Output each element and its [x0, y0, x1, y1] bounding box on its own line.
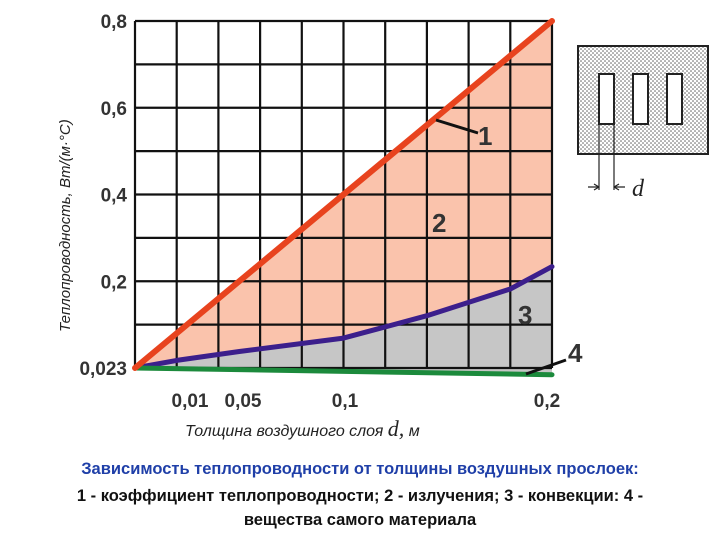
region-label-2: 2: [432, 208, 446, 238]
inset-air-layer: [632, 73, 649, 125]
caption-title: Зависимость теплопроводности от толщины …: [81, 460, 639, 478]
curve-3-convection: [132, 264, 555, 371]
y-tick-label: 0,4: [101, 186, 128, 207]
y-tick-label: 0,8: [101, 12, 127, 33]
curve-4-material: [132, 365, 555, 378]
x-tick-label: 0,2: [534, 391, 560, 412]
curve-1-total-conductivity: [132, 18, 555, 371]
y-axis-label: Теплопроводность, Вт/(м·°С): [57, 119, 74, 332]
y-tick-label: 0,6: [101, 99, 127, 120]
inset-air-layer: [666, 73, 683, 125]
inset-dimension-arrow: [588, 183, 600, 191]
caption-line-1: 1 - коэффициент теплопроводности; 2 - из…: [76, 487, 644, 505]
region-label-1: 1: [478, 121, 492, 151]
air-layer-inset: d: [577, 45, 709, 202]
x-tick-label: 0,05: [225, 391, 262, 412]
region-label-3: 3: [518, 300, 532, 330]
x-tick-label: 0,01: [172, 391, 209, 412]
region-3-fill: [135, 266, 552, 375]
thermal-conductivity-chart: 0,023 0,2 0,4 0,6 0,8 0,01 0,05 0,1 0,2 Теплопро…: [57, 12, 709, 441]
x-axis-label: Толщина воздушного слоя d, м: [185, 416, 420, 441]
y-tick-label: 0,2: [101, 272, 127, 293]
region-label-4: 4: [568, 338, 583, 368]
y-tick-label: 0,023: [79, 359, 127, 380]
inset-dimension-arrow: [613, 183, 625, 191]
caption-line-2: вещества самого материала: [243, 511, 477, 529]
inset-d-label: d: [632, 176, 645, 202]
curve-4-leader: [525, 358, 567, 376]
x-tick-label: 0,1: [332, 391, 359, 412]
curve-1-leader: [435, 118, 479, 135]
inset-air-layer: [598, 73, 615, 125]
